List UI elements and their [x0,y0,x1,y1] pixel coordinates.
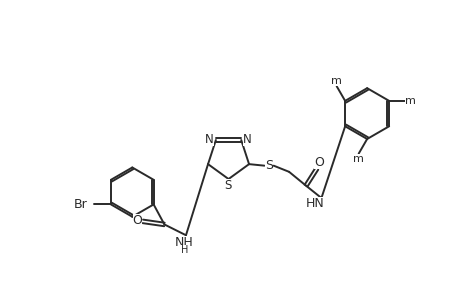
Text: m: m [405,96,416,106]
Text: O: O [314,156,324,169]
Text: HN: HN [306,197,325,210]
Text: NH: NH [175,237,194,249]
Text: O: O [132,214,142,227]
Text: S: S [224,180,231,192]
Text: m: m [353,154,364,164]
Text: Br: Br [74,198,88,211]
Text: N: N [205,133,214,146]
Text: S: S [265,159,273,172]
Text: m: m [331,76,342,86]
Text: N: N [243,133,252,146]
Text: H: H [181,245,188,255]
